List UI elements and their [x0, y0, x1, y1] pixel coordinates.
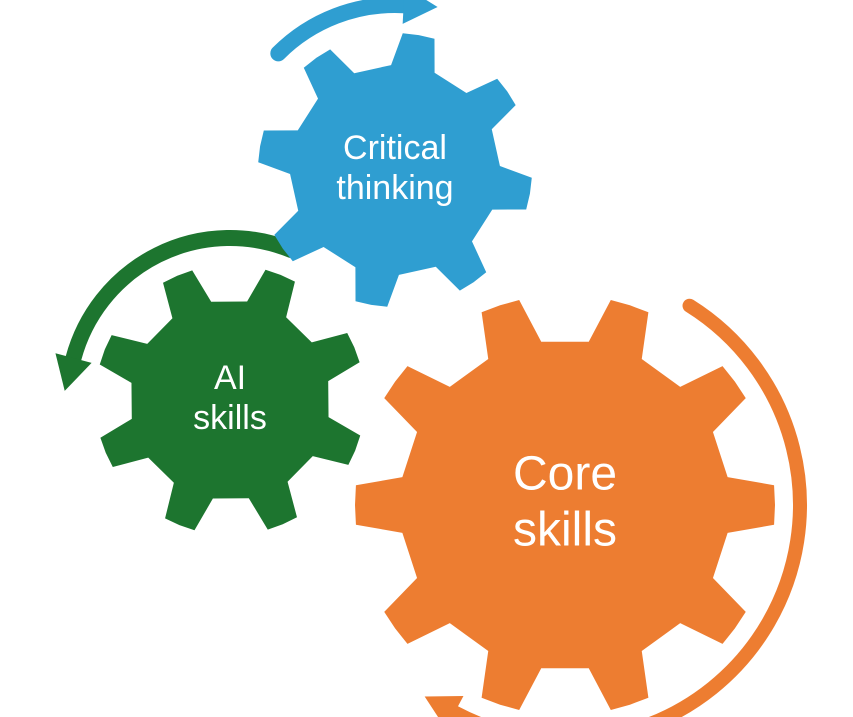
gear-critical-thinking-label-line1: Critical [343, 129, 447, 167]
arrow-green-head [55, 353, 91, 391]
gears-infographic: CriticalthinkingAIskillsCoreskills [0, 0, 853, 717]
gear-ai-skills-label-line2: skills [193, 399, 267, 437]
gear-core-skills-label-line1: Core [513, 448, 617, 501]
gear-ai-skills-label-line1: AI [214, 359, 246, 397]
gear-critical-thinking-label-line2: thinking [336, 169, 453, 207]
arrow-blue-head [403, 0, 438, 24]
arrow-blue-arc [278, 5, 403, 53]
gear-core-skills-label-line2: skills [513, 504, 617, 557]
